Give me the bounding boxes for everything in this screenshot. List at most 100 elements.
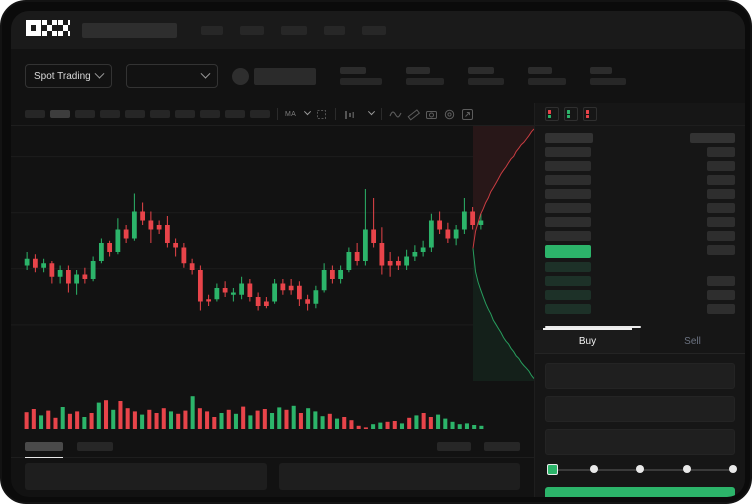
orderbook-size bbox=[707, 304, 735, 314]
mode-bars bbox=[567, 110, 570, 118]
orderbook-ask-row[interactable] bbox=[545, 217, 735, 227]
gear-icon[interactable] bbox=[443, 108, 456, 121]
slider-handle[interactable] bbox=[547, 464, 558, 475]
orderbook-ask-row[interactable] bbox=[545, 161, 735, 171]
orderbook-bid-row[interactable] bbox=[545, 290, 735, 300]
orderbook-bid-row[interactable] bbox=[545, 276, 735, 286]
orderbook-list[interactable] bbox=[535, 126, 745, 330]
stat-low bbox=[527, 67, 566, 85]
timeframe-5[interactable] bbox=[125, 110, 145, 118]
slider-stop-25[interactable] bbox=[589, 465, 598, 473]
indicator-label[interactable]: MA bbox=[285, 110, 297, 118]
stat-high-label bbox=[467, 67, 494, 74]
market-stats-group bbox=[316, 67, 626, 85]
bottom-action-2[interactable] bbox=[484, 442, 520, 451]
order-price-field[interactable] bbox=[545, 363, 735, 389]
orderbook-header[interactable] bbox=[545, 133, 735, 143]
orderbook-size bbox=[707, 203, 735, 213]
nav-item-2[interactable] bbox=[240, 25, 264, 35]
toolbar-divider bbox=[335, 108, 337, 120]
orderbook-size bbox=[707, 147, 735, 157]
timeframe-1[interactable] bbox=[25, 110, 45, 118]
camera-icon[interactable] bbox=[425, 108, 438, 121]
slider-stop-50[interactable] bbox=[636, 465, 644, 473]
orderbook-price bbox=[545, 231, 591, 241]
orderbook-ask-row[interactable] bbox=[545, 147, 735, 157]
stat-change-label bbox=[405, 67, 430, 74]
mode-lines bbox=[572, 113, 576, 115]
chevron-down-icon bbox=[200, 68, 211, 79]
orderbook-price bbox=[545, 262, 591, 272]
market-summary-bar: Spot Trading bbox=[11, 49, 745, 103]
timeframe-3[interactable] bbox=[75, 110, 95, 118]
candlestick-chart[interactable] bbox=[11, 126, 534, 381]
slider-stop-100[interactable] bbox=[729, 465, 737, 473]
top-navigation-bar bbox=[11, 11, 745, 49]
stat-last-price bbox=[339, 67, 382, 85]
trading-pair-select[interactable] bbox=[125, 64, 218, 88]
orders-tab-group bbox=[25, 442, 113, 458]
orderbook-ask-row[interactable] bbox=[545, 203, 735, 213]
chevron-down-icon[interactable] bbox=[304, 107, 312, 115]
orderbook-mode-bids[interactable] bbox=[564, 107, 578, 121]
ruler-icon[interactable] bbox=[407, 108, 421, 121]
volume-chart[interactable] bbox=[11, 381, 534, 436]
orderbook-ask-row[interactable] bbox=[545, 189, 735, 199]
okx-logo[interactable] bbox=[26, 19, 70, 41]
order-percent-slider[interactable] bbox=[547, 462, 737, 478]
orderbook-last-price[interactable] bbox=[545, 245, 735, 258]
trading-mode-select[interactable]: Spot Trading bbox=[25, 64, 112, 88]
tab-sell-label: Sell bbox=[684, 336, 701, 347]
chevron-down-icon[interactable] bbox=[368, 107, 376, 115]
orderbook-size bbox=[707, 189, 735, 199]
timeframe-4[interactable] bbox=[100, 110, 120, 118]
bar-chart-icon[interactable] bbox=[343, 108, 356, 121]
timeframe-6[interactable] bbox=[150, 110, 170, 118]
order-total-field[interactable] bbox=[545, 429, 735, 455]
timeframe-7[interactable] bbox=[175, 110, 195, 118]
line-chart-icon[interactable] bbox=[389, 108, 402, 121]
orderbook-ask-row[interactable] bbox=[545, 175, 735, 185]
toolbar-divider bbox=[277, 108, 278, 120]
fullscreen-icon[interactable] bbox=[461, 108, 474, 121]
search-input[interactable] bbox=[82, 22, 177, 38]
orderbook-mode-both[interactable] bbox=[545, 107, 559, 121]
timeframe-9[interactable] bbox=[225, 110, 245, 118]
nav-item-group bbox=[201, 25, 386, 35]
slider-stop-75[interactable] bbox=[682, 465, 691, 473]
tab-sell[interactable]: Sell bbox=[640, 330, 745, 353]
orderbook-size bbox=[707, 161, 735, 171]
orderbook-bid-row[interactable] bbox=[545, 262, 735, 272]
mode-bars bbox=[548, 110, 551, 118]
timeframe-group bbox=[25, 110, 270, 118]
nav-item-4[interactable] bbox=[324, 25, 345, 35]
bottom-action-1[interactable] bbox=[437, 442, 471, 451]
chart-toolbar: MA bbox=[11, 103, 534, 126]
place-buy-order-button[interactable] bbox=[545, 487, 735, 497]
stat-low-value bbox=[527, 78, 566, 85]
grid-dots-icon[interactable] bbox=[315, 108, 328, 121]
tab-order-history[interactable] bbox=[77, 442, 113, 451]
orderbook-bid-row[interactable] bbox=[545, 304, 735, 314]
stat-volume-label bbox=[589, 67, 612, 74]
orderbook-scrollbar[interactable] bbox=[545, 326, 641, 328]
nav-item-1[interactable] bbox=[201, 25, 223, 35]
timeframe-10[interactable] bbox=[250, 110, 270, 118]
tab-buy[interactable]: Buy bbox=[535, 328, 640, 353]
orderbook-and-trade-panel: Buy Sell bbox=[534, 103, 745, 497]
nav-item-5[interactable] bbox=[362, 25, 386, 35]
orderbook-mode-asks[interactable] bbox=[583, 107, 597, 121]
orderbook-ask-row[interactable] bbox=[545, 231, 735, 241]
order-side-tabs: Buy Sell bbox=[535, 328, 745, 354]
stat-change-value bbox=[405, 78, 444, 85]
timeframe-2[interactable] bbox=[50, 110, 70, 118]
stat-high-value bbox=[467, 78, 504, 85]
nav-item-3[interactable] bbox=[281, 25, 307, 35]
orderbook-price bbox=[545, 147, 591, 157]
tab-open-orders[interactable] bbox=[25, 442, 63, 458]
timeframe-8[interactable] bbox=[200, 110, 220, 118]
order-amount-field[interactable] bbox=[545, 396, 735, 422]
stat-volume bbox=[589, 67, 626, 85]
depth-chart bbox=[472, 126, 534, 381]
